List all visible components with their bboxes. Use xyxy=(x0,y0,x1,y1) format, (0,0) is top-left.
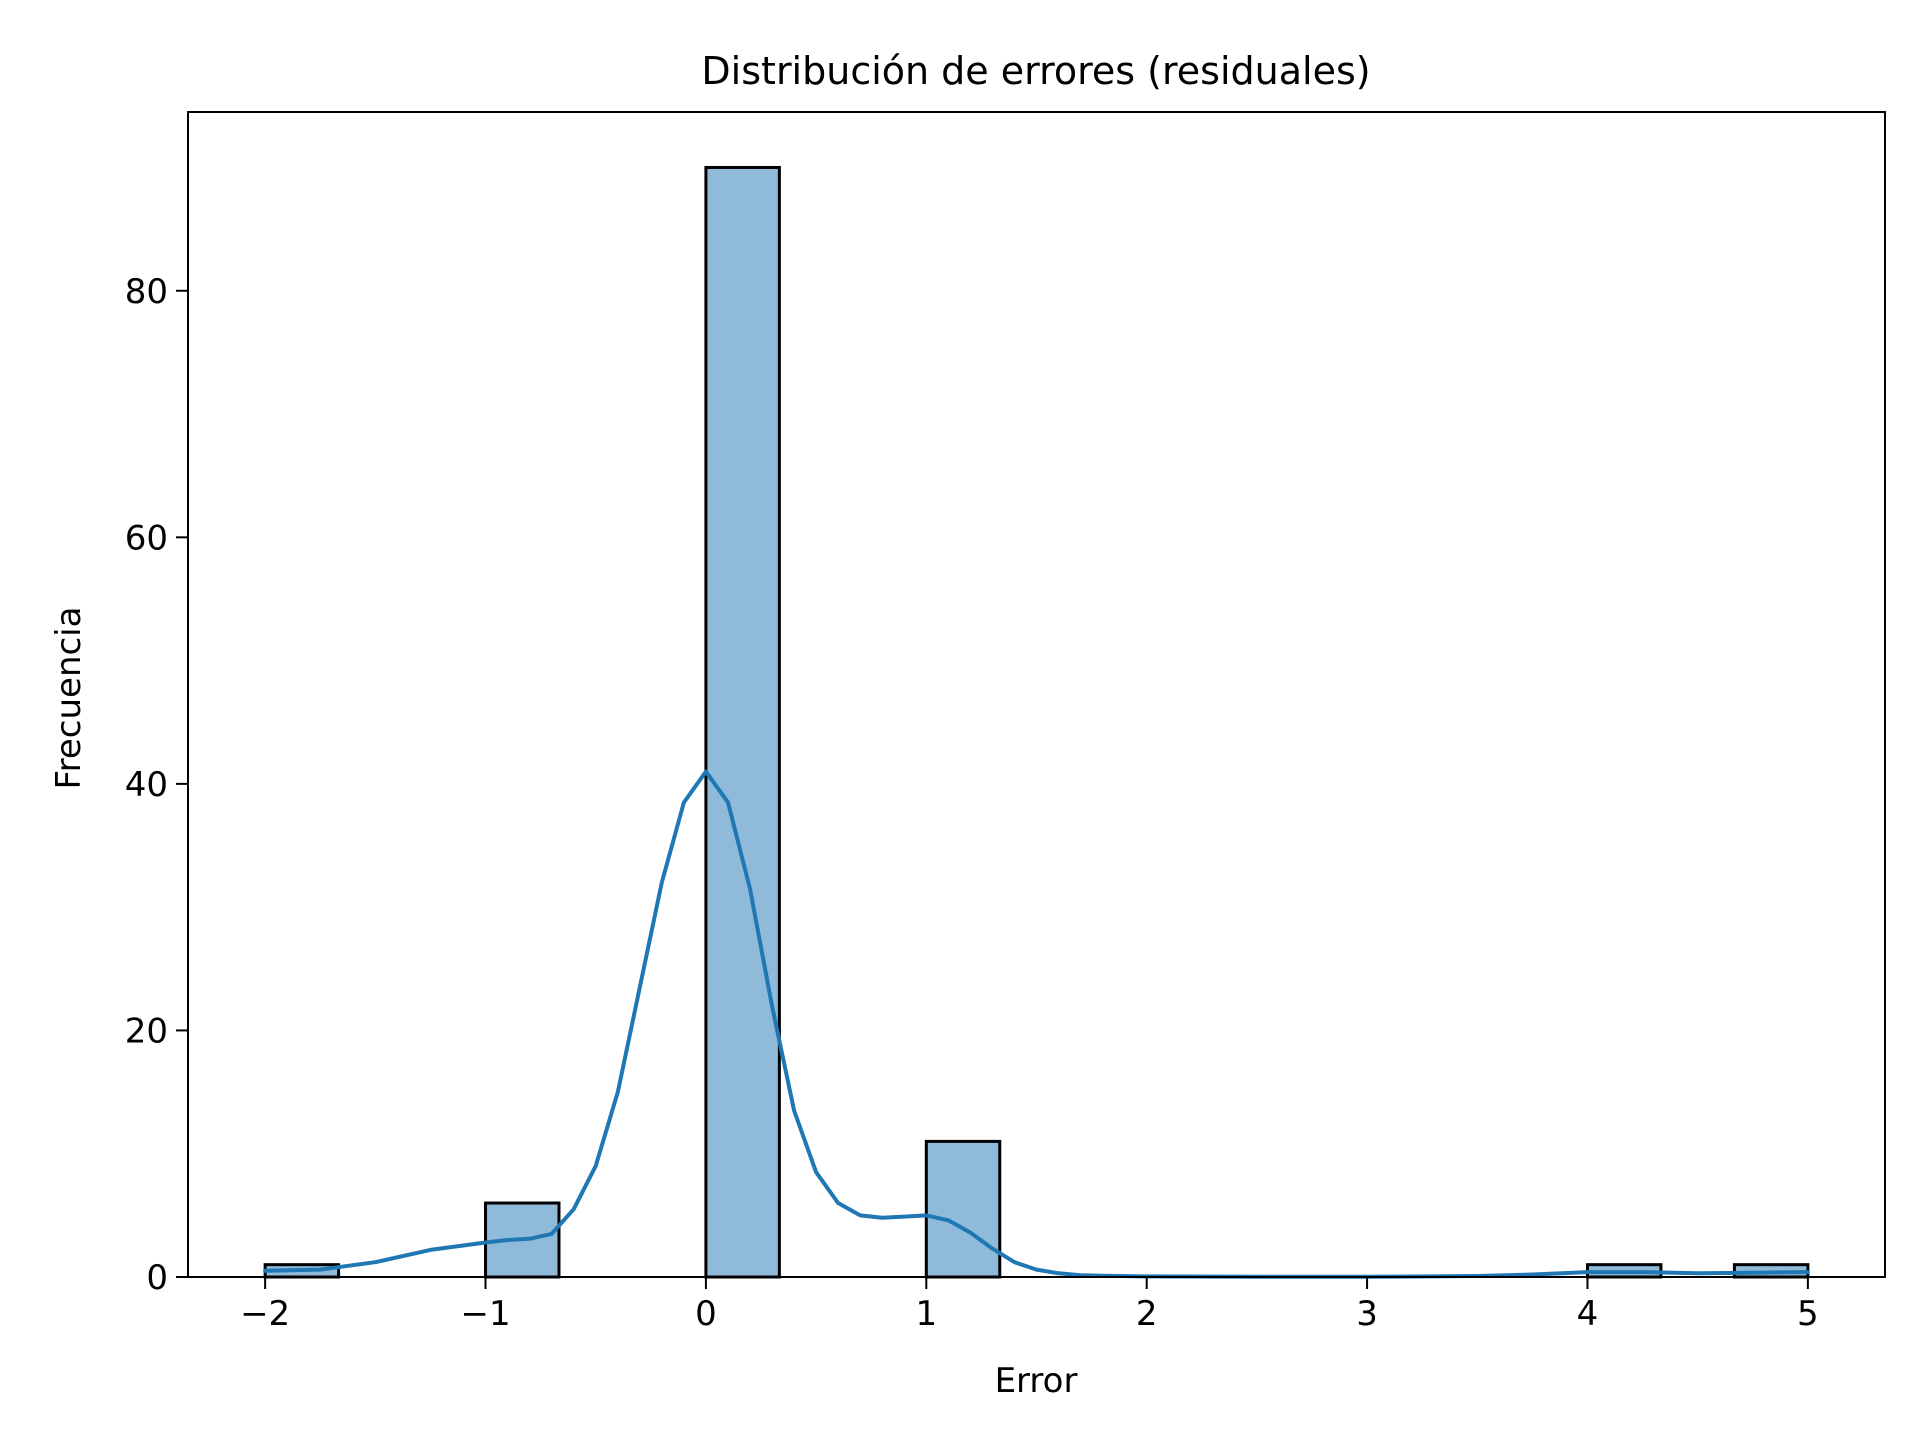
x-tick-label-4: 2 xyxy=(1136,1294,1158,1334)
x-axis-ticks: −2 −1 0 1 2 3 4 5 xyxy=(240,1277,1819,1334)
plot-frame xyxy=(187,111,1886,1278)
y-tick-label-1: 20 xyxy=(125,1011,168,1051)
y-axis-ticks: 0 20 40 60 80 xyxy=(125,272,188,1298)
histogram-bar-3 xyxy=(924,1139,1002,1279)
histogram-bar-2 xyxy=(704,165,781,1279)
x-axis-label: Error xyxy=(995,1361,1078,1401)
y-tick-label-4: 80 xyxy=(125,272,168,312)
x-tick-label-1: −1 xyxy=(460,1294,510,1334)
x-tick-label-6: 4 xyxy=(1577,1294,1599,1334)
x-tick-label-7: 5 xyxy=(1797,1294,1819,1334)
chart-title: Distribución de errores (residuales) xyxy=(701,49,1370,93)
x-tick-label-5: 3 xyxy=(1356,1294,1378,1334)
bars-layer xyxy=(263,165,1810,1279)
y-tick-label-2: 40 xyxy=(125,765,168,805)
x-tick-label-2: 0 xyxy=(695,1294,717,1334)
x-tick-label-3: 1 xyxy=(915,1294,937,1334)
x-tick-label-0: −2 xyxy=(240,1294,290,1334)
y-tick-label-3: 60 xyxy=(125,518,168,558)
y-tick-label-0: 0 xyxy=(146,1258,168,1298)
y-axis-label: Frecuencia xyxy=(49,607,89,790)
